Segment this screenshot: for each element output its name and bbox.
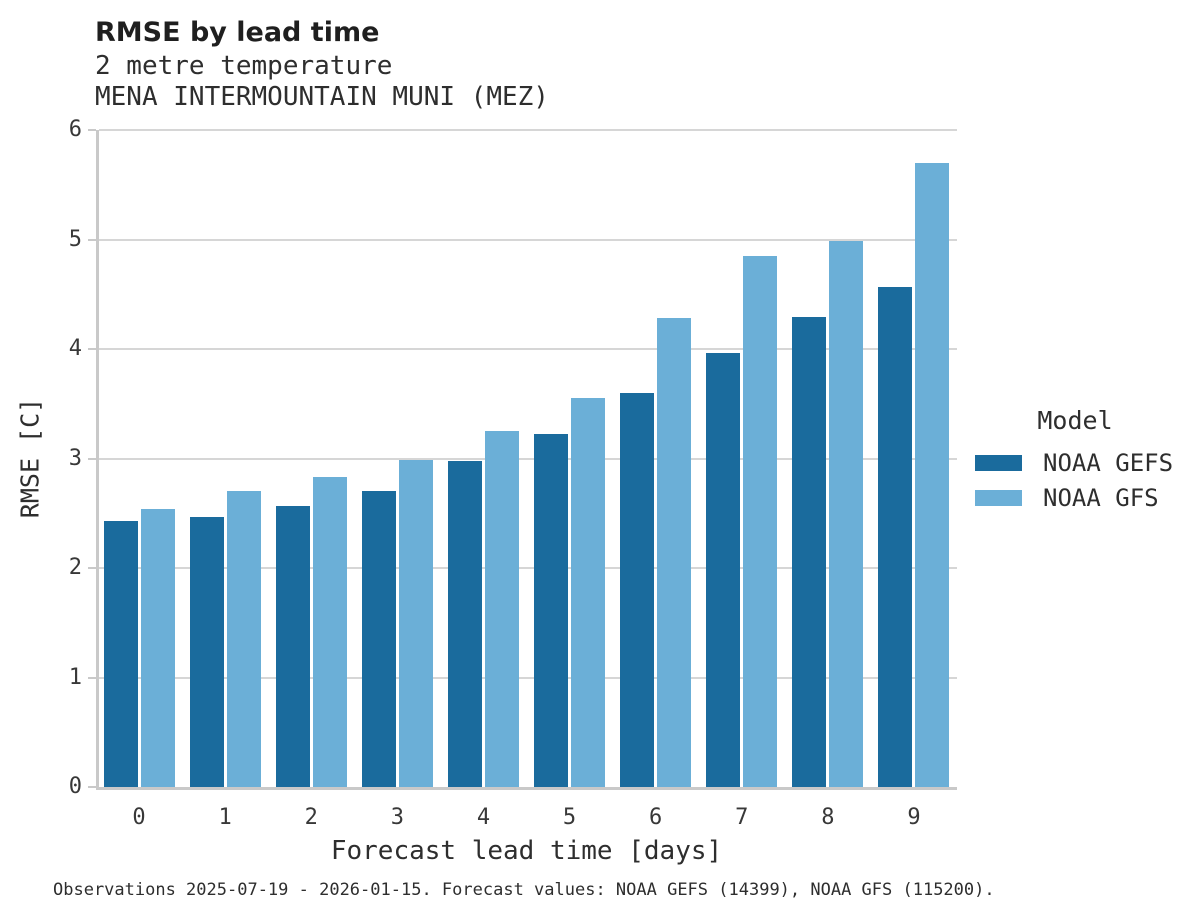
bar-noaa-gfs-lead-6 [657, 318, 692, 787]
bar-noaa-gefs-lead-9 [878, 286, 913, 787]
bar-group-lead-6 [620, 130, 692, 787]
y-tick-label-3: 3 [68, 445, 82, 471]
y-tick-label-4: 4 [68, 336, 82, 361]
bar-noaa-gefs-lead-5 [534, 434, 569, 787]
bar-noaa-gefs-lead-0 [103, 520, 138, 787]
x-tick-label-9: 9 [907, 805, 921, 830]
bar-group-lead-2 [275, 130, 347, 787]
x-tick-label-6: 6 [649, 805, 663, 830]
chart-subtitle-variable: 2 metre temperature [95, 51, 393, 81]
gridline-y-4 [99, 348, 957, 350]
bar-noaa-gfs-lead-7 [743, 255, 778, 787]
x-axis-spine [96, 787, 957, 790]
y-tick-label-0: 0 [68, 774, 82, 799]
y-tick-6 [88, 129, 96, 131]
y-tick-label-1: 1 [68, 664, 82, 690]
legend-title: Model [1037, 406, 1113, 435]
bar-group-lead-8 [792, 130, 864, 787]
x-tick-label-2: 2 [304, 805, 318, 830]
bar-group-lead-3 [361, 130, 433, 787]
x-tick-label-5: 5 [562, 805, 577, 830]
chart-caption: Observations 2025-07-19 - 2026-01-15. Fo… [53, 880, 995, 900]
bar-noaa-gfs-lead-2 [312, 477, 347, 787]
bar-group-lead-1 [189, 130, 261, 787]
x-tick-label-0: 0 [132, 805, 146, 830]
legend-entry-noaa-gefs: NOAA GEFS [975, 449, 1173, 477]
gridline-y-3 [99, 457, 957, 460]
bar-group-lead-9 [878, 130, 950, 787]
legend-label: NOAA GFS [1043, 484, 1159, 512]
bar-noaa-gfs-lead-8 [829, 240, 864, 787]
x-tick-label-7: 7 [735, 805, 749, 830]
bar-noaa-gefs-lead-4 [447, 460, 482, 787]
bar-noaa-gefs-lead-3 [361, 491, 396, 787]
y-tick-label-5: 5 [68, 226, 82, 252]
bar-group-lead-4 [447, 130, 519, 787]
x-tick-label-3: 3 [390, 805, 404, 830]
bar-noaa-gefs-lead-6 [620, 392, 655, 787]
bar-noaa-gfs-lead-1 [226, 491, 261, 787]
bar-noaa-gfs-lead-0 [140, 508, 175, 787]
bar-noaa-gfs-lead-4 [484, 431, 519, 787]
legend-entry-noaa-gfs: NOAA GFS [975, 484, 1159, 512]
legend-swatch [975, 455, 1022, 471]
x-axis-title: Forecast lead time [days] [330, 836, 723, 866]
chart-subtitle-station: MENA INTERMOUNTAIN MUNI (MEZ) [95, 82, 549, 112]
gridline-y-6 [99, 129, 957, 131]
bar-noaa-gfs-lead-3 [398, 459, 433, 787]
bar-noaa-gefs-lead-1 [189, 516, 224, 787]
legend-label: NOAA GEFS [1043, 449, 1174, 477]
y-tick-1 [88, 676, 96, 679]
y-tick-label-6: 6 [68, 117, 82, 142]
y-axis-spine [96, 130, 99, 790]
x-tick-label-8: 8 [821, 805, 835, 830]
gridline-y-5 [99, 238, 957, 241]
bar-group-lead-7 [706, 130, 778, 787]
x-tick-label-4: 4 [476, 805, 491, 830]
bar-group-lead-0 [103, 130, 175, 787]
bar-noaa-gfs-lead-5 [571, 398, 606, 787]
bar-group-lead-5 [534, 130, 606, 787]
gridline-y-2 [99, 567, 957, 569]
legend-swatch [975, 490, 1022, 506]
y-tick-0 [88, 786, 96, 788]
y-axis-title: RMSE [C] [15, 397, 45, 519]
y-tick-5 [88, 238, 96, 241]
bar-noaa-gefs-lead-7 [706, 353, 741, 787]
gridline-y-1 [99, 676, 957, 679]
y-tick-2 [88, 567, 96, 569]
y-tick-label-2: 2 [68, 555, 82, 580]
bar-noaa-gefs-lead-8 [792, 317, 827, 787]
y-tick-4 [88, 348, 96, 350]
chart-title: RMSE by lead time [95, 17, 380, 48]
y-tick-3 [88, 457, 96, 460]
bar-noaa-gfs-lead-9 [915, 162, 950, 787]
x-tick-label-1: 1 [218, 805, 232, 830]
bar-noaa-gefs-lead-2 [275, 505, 310, 787]
